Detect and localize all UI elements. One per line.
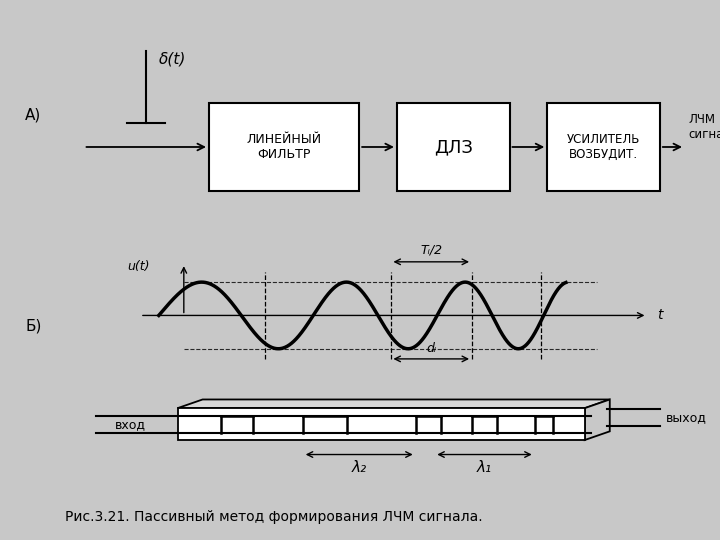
Text: t: t — [657, 308, 662, 322]
Text: выход: выход — [666, 411, 707, 424]
Bar — [209, 103, 359, 191]
Polygon shape — [178, 408, 585, 440]
Text: А): А) — [25, 107, 42, 123]
Text: ЛИНЕЙНЫЙ
ФИЛЬТР: ЛИНЕЙНЫЙ ФИЛЬТР — [246, 133, 322, 161]
Bar — [397, 103, 510, 191]
Text: УСИЛИТЕЛЬ
ВОЗБУДИТ.: УСИЛИТЕЛЬ ВОЗБУДИТ. — [567, 133, 640, 161]
Polygon shape — [585, 400, 610, 440]
Text: Рис.3.21. Пассивный метод формирования ЛЧМ сигнала.: Рис.3.21. Пассивный метод формирования Л… — [65, 510, 482, 524]
Text: Б): Б) — [25, 319, 42, 334]
Text: Tᵢ/2: Tᵢ/2 — [420, 243, 442, 256]
Text: вход: вход — [115, 418, 146, 431]
Text: δ(t): δ(t) — [158, 51, 186, 66]
Text: ЛЧМ
сигнал: ЛЧМ сигнал — [688, 113, 720, 141]
Bar — [547, 103, 660, 191]
Text: λ₁: λ₁ — [477, 460, 492, 475]
Polygon shape — [178, 400, 610, 408]
Text: u(t): u(t) — [127, 260, 150, 273]
Text: dᵢ: dᵢ — [426, 342, 436, 355]
Text: λ₂: λ₂ — [351, 460, 366, 475]
Text: ДЛЗ: ДЛЗ — [433, 138, 472, 156]
